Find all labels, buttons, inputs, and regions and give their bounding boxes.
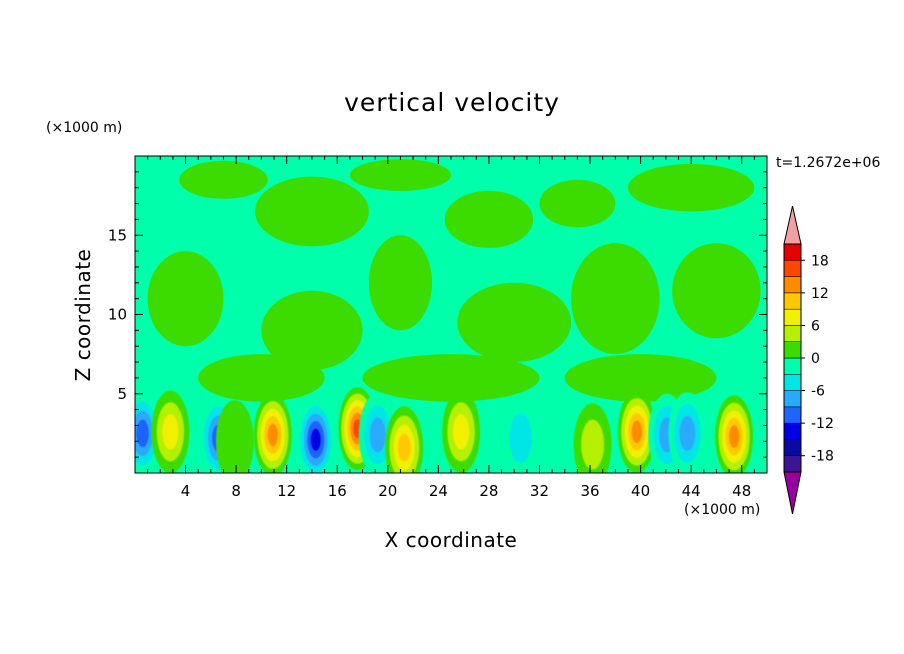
colorbar-segment xyxy=(783,357,802,375)
colorbar-segment xyxy=(783,341,802,359)
contour-cell xyxy=(385,406,424,473)
colorbar-segment xyxy=(783,390,802,408)
chart-title: vertical velocity xyxy=(344,88,560,117)
contour-cell xyxy=(442,390,481,473)
contour-region xyxy=(627,163,755,212)
colorbar-segment xyxy=(783,260,802,277)
contour-region xyxy=(672,243,761,339)
x-axis-unit: (×1000 m) xyxy=(684,502,761,518)
x-tick-label: 20 xyxy=(378,482,397,500)
contour-region xyxy=(198,354,325,402)
y-axis-label: Z coordinate xyxy=(71,248,95,382)
colorbar-tick-label: -18 xyxy=(811,449,834,465)
contour-cell xyxy=(296,398,335,473)
y-tick-label: 15 xyxy=(108,226,127,244)
contour-region xyxy=(457,282,572,363)
colorbar-segment xyxy=(783,374,802,391)
colorbar-segment xyxy=(783,308,802,326)
colorbar-tick-label: 12 xyxy=(811,286,829,302)
colorbar-tick-label: 0 xyxy=(811,351,820,367)
contour-level xyxy=(679,415,696,452)
contour-level xyxy=(369,417,386,453)
x-axis-label: X coordinate xyxy=(384,528,518,552)
contour-region xyxy=(444,190,534,248)
x-tick-label: 24 xyxy=(429,482,448,500)
contour-region xyxy=(539,179,616,228)
time-annotation: t=1.2672e+06 xyxy=(776,155,881,171)
contour-level xyxy=(267,423,278,447)
contour-region xyxy=(368,235,433,331)
contour-region xyxy=(362,354,540,402)
contour-region xyxy=(261,290,363,370)
colorbar-segment xyxy=(783,455,802,473)
contour-cell xyxy=(715,395,754,473)
colorbar: 18 12 6 0 -6 -12 -18 xyxy=(783,205,834,515)
x-tick-label: 12 xyxy=(277,482,296,500)
x-tick-label: 16 xyxy=(328,482,347,500)
y-tick-label: 5 xyxy=(117,385,127,403)
x-tick-label: 8 xyxy=(231,482,241,500)
y-tick-label: 10 xyxy=(108,306,127,324)
x-tick-label: 40 xyxy=(631,482,650,500)
contour-level xyxy=(631,420,642,444)
x-tick-label: 44 xyxy=(682,482,701,500)
x-tick-label: 48 xyxy=(732,482,751,500)
colorbar-segment xyxy=(783,292,802,310)
colorbar-tick-label: 6 xyxy=(811,318,820,334)
contour-cell xyxy=(573,403,612,473)
contour-region xyxy=(147,251,224,347)
contour-level xyxy=(397,433,411,462)
plot-area xyxy=(135,156,767,473)
colorbar-tick-label: -6 xyxy=(811,384,825,400)
y-axis-unit: (×1000 m) xyxy=(46,120,123,136)
contour-region xyxy=(564,354,717,402)
colorbar-tick-label: 18 xyxy=(811,253,829,269)
contour-cell xyxy=(215,400,254,473)
colorbar-segment xyxy=(783,406,802,424)
contour-region xyxy=(179,160,268,199)
contour-cell xyxy=(668,392,707,473)
contour-level xyxy=(136,419,149,448)
contour-cell xyxy=(617,390,656,473)
x-tick-label: 32 xyxy=(530,482,549,500)
x-tick-label: 36 xyxy=(580,482,599,500)
contour-level xyxy=(215,400,254,473)
contour-level xyxy=(162,414,179,450)
contour-level xyxy=(728,425,740,448)
colorbar-tick-label: -12 xyxy=(811,416,834,432)
colorbar-segment xyxy=(783,243,802,261)
contour-level xyxy=(452,414,470,450)
contour-cell xyxy=(501,396,540,473)
x-tick-label: 4 xyxy=(181,482,191,500)
colorbar-segment xyxy=(783,325,802,342)
contour-level xyxy=(581,419,604,470)
colorbar-over-arrow xyxy=(783,205,802,245)
contour-region xyxy=(571,243,660,355)
colorbar-under-arrow xyxy=(783,471,802,515)
colorbar-segment xyxy=(783,422,802,440)
colorbar-segment xyxy=(783,439,802,456)
contour-region xyxy=(349,159,451,191)
contour-level xyxy=(310,428,321,451)
contour-region xyxy=(255,176,369,247)
x-tick-label: 28 xyxy=(479,482,498,500)
colorbar-segment xyxy=(783,276,802,294)
contour-cell xyxy=(151,390,190,473)
contour-cell xyxy=(253,393,292,473)
contour-level xyxy=(509,413,532,463)
